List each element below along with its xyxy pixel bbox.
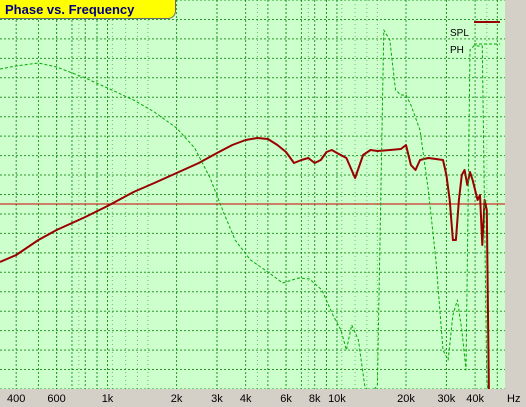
series-line-ph — [0, 29, 490, 401]
x-tick-label: 1k — [102, 393, 114, 405]
x-tick-label: 30k — [438, 393, 456, 405]
grid — [0, 0, 505, 390]
x-tick-label: 600 — [47, 393, 65, 405]
chart-title: Phase vs. Frequency — [5, 2, 135, 17]
x-tick-label: 4k — [240, 393, 252, 405]
legend-label-ph: PH — [450, 45, 464, 56]
x-unit-label: Hz — [507, 393, 520, 405]
x-axis-bar — [0, 389, 526, 407]
series-line-spl — [0, 137, 490, 401]
x-tick-label: 3k — [211, 393, 223, 405]
series-layer — [0, 29, 490, 401]
legend: SPL PH — [450, 21, 500, 56]
x-tick-label: 400 — [7, 393, 25, 405]
x-tick-label: 8k — [309, 393, 321, 405]
x-tick-label: 20k — [397, 393, 415, 405]
chart-title-tab[interactable]: Phase vs. Frequency — [0, 0, 176, 19]
x-tick-label: 6k — [280, 393, 292, 405]
right-scrollbar[interactable] — [505, 0, 526, 389]
x-tick-label: 40k — [466, 393, 484, 405]
legend-label-spl: SPL — [450, 28, 469, 39]
x-tick-label: 2k — [171, 393, 183, 405]
x-tick-labels: 400 600 1k 2k 3k 4k 6k 8k 10k 20k 30k 40k — [7, 393, 484, 405]
x-tick-label: 10k — [328, 393, 346, 405]
